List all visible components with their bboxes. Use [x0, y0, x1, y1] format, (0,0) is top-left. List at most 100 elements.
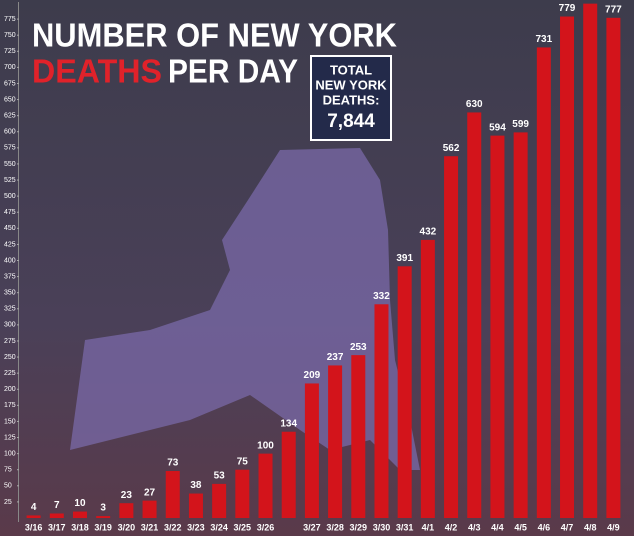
value-label: 731: [535, 34, 552, 45]
y-tick-label: 375: [4, 273, 16, 280]
chart-title: NUMBER OF NEW YORK: [32, 17, 397, 54]
x-tick-label: 3/25: [234, 522, 252, 532]
bar: [351, 355, 366, 518]
y-tick-label: 775: [4, 16, 16, 23]
value-label: 432: [420, 227, 437, 238]
bar: [536, 47, 551, 518]
y-tick-label: 100: [4, 450, 16, 457]
y-tick-label: 475: [4, 209, 16, 216]
x-tick-label: 4/6: [538, 522, 551, 532]
total-box: [310, 55, 392, 141]
bar: [583, 3, 598, 519]
x-tick-label: 4/4: [491, 522, 504, 532]
x-tick-label: 3/21: [141, 522, 159, 532]
x-tick-label: 3/31: [396, 522, 414, 532]
x-tick-label: 3/30: [373, 522, 391, 532]
bar: [212, 483, 227, 518]
value-label: 253: [350, 342, 367, 353]
bar: [188, 493, 203, 518]
bar: [142, 500, 157, 518]
x-tick-label: 3/17: [48, 522, 66, 532]
y-tick-label: 450: [4, 225, 16, 232]
bar: [49, 513, 64, 518]
bar: [467, 112, 482, 518]
y-tick-label: 725: [4, 48, 16, 55]
x-tick-label: 3/16: [25, 522, 43, 532]
y-tick-label: 25: [4, 499, 12, 506]
total-label: TOTAL: [330, 62, 372, 77]
value-label: 237: [327, 352, 344, 363]
bar: [397, 266, 412, 518]
value-label: 209: [304, 370, 321, 381]
bar: [119, 503, 134, 518]
x-tick-label: 3/29: [350, 522, 368, 532]
y-tick-label: 650: [4, 96, 16, 103]
value-label: 23: [121, 490, 133, 501]
value-label: 594: [489, 122, 506, 133]
x-tick-label: 4/9: [607, 522, 620, 532]
y-tick-label: 750: [4, 32, 16, 39]
x-tick-label: 4/8: [584, 522, 597, 532]
bar: [72, 511, 87, 518]
bar: [513, 132, 528, 519]
bar: [235, 469, 250, 518]
y-tick-label: 200: [4, 386, 16, 393]
title-highlight: DEATHS: [32, 53, 162, 90]
y-tick-label: 75: [4, 467, 12, 474]
total-label: NEW YORK: [315, 77, 387, 92]
value-label: 75: [237, 456, 249, 467]
y-tick-label: 675: [4, 80, 16, 87]
x-tick-label: 3/22: [164, 522, 182, 532]
bar: [606, 17, 621, 519]
value-label: 562: [443, 143, 460, 154]
y-axis: [18, 2, 19, 522]
x-tick-label: 4/2: [445, 522, 458, 532]
x-tick-label: 4/3: [468, 522, 481, 532]
x-tick-label: 3/20: [118, 522, 136, 532]
total-value: 7,844: [327, 111, 375, 132]
x-tick-label: 3/19: [94, 522, 112, 532]
bar: [165, 471, 180, 518]
bar: [26, 515, 41, 518]
bar: [374, 304, 389, 518]
y-tick-label: 550: [4, 161, 16, 168]
bar: [328, 365, 343, 518]
x-tick-label: 3/23: [187, 522, 205, 532]
y-tick-label: 500: [4, 193, 16, 200]
y-tick-label: 250: [4, 354, 16, 361]
x-tick-label: 4/7: [561, 522, 574, 532]
value-label: 332: [373, 291, 390, 302]
value-label: 100: [257, 440, 274, 451]
y-tick-label: 175: [4, 402, 16, 409]
value-label: 27: [144, 487, 156, 498]
y-tick-label: 600: [4, 129, 16, 136]
y-tick-label: 350: [4, 290, 16, 297]
y-tick-label: 325: [4, 306, 16, 313]
total-label: DEATHS:: [323, 92, 380, 107]
bar: [304, 383, 319, 518]
y-tick-label: 525: [4, 177, 16, 184]
y-tick-label: 275: [4, 338, 16, 345]
value-label: 391: [396, 253, 413, 264]
value-label: 4: [31, 502, 37, 513]
y-tick-label: 625: [4, 113, 16, 120]
bar: [281, 431, 296, 518]
bar: [258, 453, 273, 518]
bar: [490, 135, 505, 519]
y-tick-label: 575: [4, 145, 16, 152]
value-label: 3: [100, 503, 106, 514]
x-tick-label: 3/18: [71, 522, 89, 532]
y-tick-label: 300: [4, 322, 16, 329]
value-label: 134: [280, 418, 297, 429]
x-tick-label: 3/28: [326, 522, 344, 532]
title-rest: PER DAY: [168, 53, 298, 90]
value-label: 7: [54, 500, 60, 511]
value-label: 53: [214, 471, 226, 482]
x-tick-label: 3/27: [303, 522, 321, 532]
y-tick-label: 225: [4, 370, 16, 377]
value-label: 10: [74, 498, 86, 509]
x-tick-label: 4/5: [514, 522, 527, 532]
value-label: 777: [605, 4, 622, 15]
